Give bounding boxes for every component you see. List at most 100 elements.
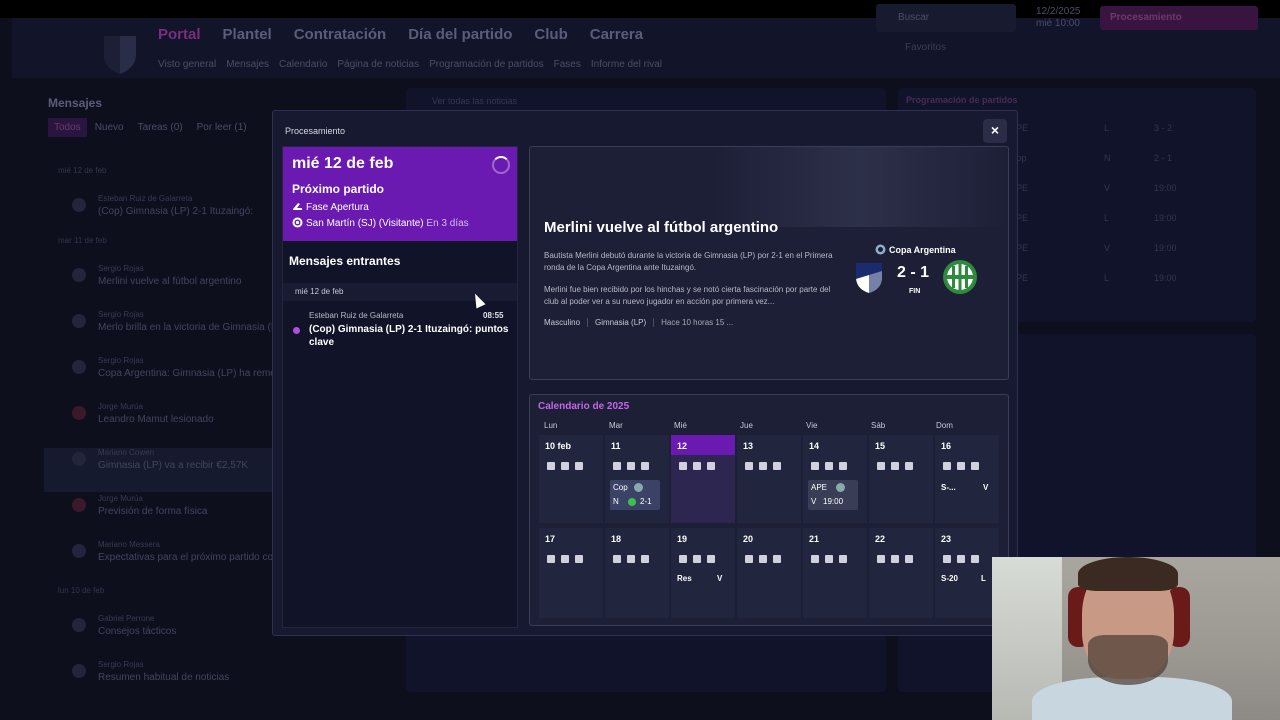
calendar-day[interactable]: 15: [869, 435, 933, 523]
nav-dia-del-partido[interactable]: Día del partido: [408, 26, 513, 43]
modal-title: Procesamiento: [285, 126, 346, 136]
subnav-programacion[interactable]: Programación de partidos: [429, 59, 544, 70]
date-separator: mar 11 de feb: [58, 236, 107, 245]
tab-tareas[interactable]: Tareas (0): [137, 122, 183, 133]
match-tag: Res: [677, 574, 692, 583]
news-card[interactable]: Merlini vuelve al fútbol argentino Bauti…: [529, 146, 1009, 380]
nav-club[interactable]: Club: [534, 26, 568, 43]
nav-plantel[interactable]: Plantel: [222, 26, 272, 43]
dow-label: Mar: [609, 421, 623, 430]
cup-badge-icon: [875, 244, 886, 255]
next-match-phase: Fase Apertura: [292, 201, 369, 213]
football-boot-icon: [293, 203, 302, 210]
webcam-hair: [1078, 557, 1178, 591]
match-status: FIN: [909, 288, 921, 295]
subnav-informe-rival[interactable]: Informe del rival: [590, 59, 663, 70]
inbox-time: 08:55: [483, 311, 504, 320]
list-item[interactable]: Mariano Cowen Gimnasia (LP) va a recibir …: [44, 448, 274, 492]
app-header: Portal Plantel Contratación Día del part…: [12, 18, 1280, 78]
favorites-dropdown[interactable]: Favoritos: [905, 42, 947, 53]
match-chip[interactable]: Cop N 2-1: [610, 480, 660, 510]
list-item[interactable]: Sergio Rojas Copa Argentina: Gimnasia (LP…: [44, 356, 301, 400]
table-row[interactable]: APE V 19:00: [1010, 243, 1177, 253]
sub-nav: Visto general Mensajes Calendario Página…: [158, 59, 672, 70]
close-button[interactable]: ×: [983, 119, 1007, 143]
table-row[interactable]: APE L 19:00: [1010, 213, 1177, 223]
schedule-title: Programación de partidos: [906, 95, 1018, 105]
list-item[interactable]: Sergio Rojas Merlo brilla en la victoria …: [44, 310, 286, 354]
news-image: [710, 147, 1008, 227]
match-tag: L: [981, 574, 986, 583]
search-box[interactable]: [876, 4, 1016, 32]
tab-por-leer[interactable]: Por leer (1): [196, 122, 247, 133]
dow-label: Lun: [544, 421, 558, 430]
list-item[interactable]: Gabriel Perrone Consejos tácticos: [44, 614, 274, 658]
table-row[interactable]: APE V 19:00: [1010, 183, 1177, 193]
away-crest-icon: [943, 260, 977, 294]
messages-title: Mensajes: [48, 96, 103, 110]
match-score: 2 - 1: [897, 264, 930, 281]
date-separator: lun 10 de feb: [58, 586, 105, 595]
calendar-day[interactable]: 11 Cop N 2-1: [605, 435, 669, 523]
calendar-day[interactable]: 23 S-20 L: [935, 528, 999, 618]
tab-todos[interactable]: Todos: [48, 118, 87, 137]
list-item[interactable]: Mariano Messera Expectativas para el próx…: [44, 540, 290, 584]
news-paragraph-2: Merlini fue bien recibido por los hincha…: [544, 285, 831, 306]
nav-contratacion[interactable]: Contratación: [293, 26, 387, 43]
webcam-overlay: [992, 557, 1280, 720]
calendar-day[interactable]: 22: [869, 528, 933, 618]
match-tag: S-...: [941, 483, 956, 492]
process-button[interactable]: Procesamiento: [1100, 6, 1258, 30]
search-label: Buscar: [898, 12, 930, 23]
calendar-card: Calendario de 2025 Lun Mar Mié Jue Vie S…: [529, 394, 1009, 626]
subnav-calendario[interactable]: Calendario: [279, 59, 328, 70]
calendar-day[interactable]: 14 APE V 19:00: [803, 435, 867, 523]
inbox-date-separator: mié 12 de feb: [283, 283, 517, 301]
unread-dot-icon: [293, 327, 300, 334]
loading-spinner-icon: [492, 156, 510, 174]
calendar-day[interactable]: 21: [803, 528, 867, 618]
subnav-mensajes[interactable]: Mensajes: [226, 59, 270, 70]
subnav-fases[interactable]: Fases: [553, 59, 581, 70]
table-row[interactable]: Cop N 2 - 1: [1010, 153, 1173, 163]
list-item[interactable]: Jorge Murúa Leandro Mamut lesionado: [44, 402, 274, 446]
match-chip[interactable]: APE V 19:00: [808, 480, 858, 510]
calendar-day[interactable]: 20: [737, 528, 801, 618]
calendar-day[interactable]: 16 S-... V: [935, 435, 999, 523]
inbox-title: Mensajes entrantes: [289, 254, 401, 268]
next-match-card[interactable]: mié 12 de feb Próximo partido Fase Apert…: [283, 147, 517, 241]
match-tag: V: [717, 574, 723, 583]
list-item[interactable]: Sergio Rojas Merlini vuelve al fútbol arg…: [44, 264, 274, 308]
dow-label: Dom: [936, 421, 953, 430]
next-match-date: mié 12 de feb: [292, 155, 394, 172]
messages-tabs: Todos Nuevo Tareas (0) Por leer (1): [48, 118, 255, 137]
tab-nuevo[interactable]: Nuevo: [94, 122, 124, 133]
subnav-noticias[interactable]: Página de noticias: [337, 59, 420, 70]
subnav-visto-general[interactable]: Visto general: [158, 59, 217, 70]
calendar-title: Calendario de 2025: [538, 401, 630, 412]
calendar-day-today[interactable]: 12: [671, 435, 735, 523]
news-tag: Gimnasia (LP): [595, 318, 655, 327]
nav-portal[interactable]: Portal: [158, 26, 201, 43]
list-item[interactable]: Esteban Ruiz de Galarreta (Cop) Gimnasia …: [44, 194, 274, 238]
calendar-day[interactable]: 13: [737, 435, 801, 523]
next-match-label: Próximo partido: [292, 182, 385, 196]
match-tag: V: [983, 483, 989, 492]
list-item[interactable]: Jorge Murúa Previsión de forma física: [44, 494, 274, 538]
list-item[interactable]: Sergio Rojas Resumen habitual de noticias: [44, 660, 274, 704]
calendar-day[interactable]: 10 feb: [539, 435, 603, 523]
table-row[interactable]: APE L 3 - 2: [1010, 123, 1173, 133]
next-match-opponent: San Martín (SJ) (Visitante) En 3 días: [292, 217, 469, 229]
inbox-subject[interactable]: (Cop) Gimnasia (LP) 2-1 Ituzaingó: punto…: [309, 324, 509, 348]
calendar-day[interactable]: 17: [539, 528, 603, 618]
left-panel: mié 12 de feb Próximo partido Fase Apert…: [282, 146, 518, 628]
nav-carrera[interactable]: Carrera: [589, 26, 644, 43]
news-tag: Hace 10 horas 15 ...: [661, 318, 734, 327]
table-row[interactable]: APE L 19:00: [1010, 273, 1177, 283]
news-paragraph-1: Bautista Merlini debutó durante la victo…: [544, 251, 833, 272]
news-headline: Merlini vuelve al fútbol argentino: [544, 219, 779, 236]
dow-label: Mié: [674, 421, 687, 430]
calendar-day[interactable]: 19 Res V: [671, 528, 735, 618]
all-news-link[interactable]: Ver todas las noticias: [432, 96, 518, 106]
calendar-day[interactable]: 18: [605, 528, 669, 618]
